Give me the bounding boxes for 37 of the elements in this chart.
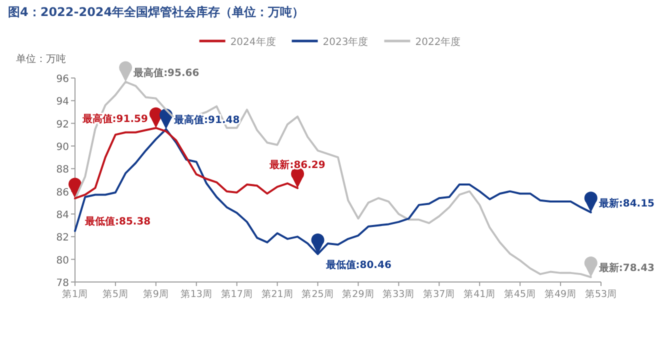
y-tick-label: 80 [56, 255, 69, 266]
legend-label: 2024年度 [230, 36, 276, 48]
x-tick-label: 第45周 [504, 288, 536, 300]
y-tick-label: 84 [56, 210, 69, 221]
y-tick-label: 88 [56, 164, 69, 176]
y-tick-label: 78 [56, 278, 69, 289]
data-label: 最高值:91.48 [173, 114, 240, 126]
data-label: 最新:84.15 [598, 197, 655, 210]
legend-label: 2023年度 [322, 36, 368, 48]
y-tick-label: 82 [56, 232, 69, 244]
y-axis-title: 单位：万吨 [16, 53, 66, 65]
x-tick-label: 第41周 [464, 288, 496, 300]
x-tick-label: 第37周 [423, 288, 456, 300]
data-label: 最新:86.29 [268, 159, 326, 172]
y-tick-label: 96 [56, 74, 69, 85]
x-tick-label: 第49周 [544, 288, 577, 300]
x-tick-label: 第17周 [220, 288, 253, 300]
x-tick-label: 第33周 [382, 288, 415, 300]
x-tick-label: 第53周 [584, 288, 618, 300]
data-label: 最高值:95.66 [132, 66, 200, 79]
chart-title: 图4：2022-2024年全国焊管社会库存（单位：万吨） [8, 5, 304, 19]
x-tick-label: 第5周 [102, 288, 128, 300]
y-tick-label: 90 [56, 142, 69, 153]
x-tick-label: 第25周 [302, 288, 334, 300]
legend-label: 2022年度 [415, 36, 461, 48]
data-label: 最新:78.43 [598, 262, 655, 274]
data-label: 最低值:80.46 [324, 259, 392, 272]
x-tick-label: 第1周 [62, 288, 88, 300]
y-tick-label: 86 [56, 187, 69, 198]
data-label: 最低值:85.38 [84, 215, 151, 228]
y-tick-label: 92 [56, 119, 69, 130]
x-tick-label: 第13周 [180, 288, 212, 300]
x-tick-label: 第29周 [342, 288, 374, 300]
x-tick-label: 第21周 [261, 288, 294, 300]
data-label: 最高值:91.59 [81, 112, 148, 125]
y-tick-label: 94 [56, 96, 69, 108]
x-tick-label: 第9周 [142, 288, 169, 300]
